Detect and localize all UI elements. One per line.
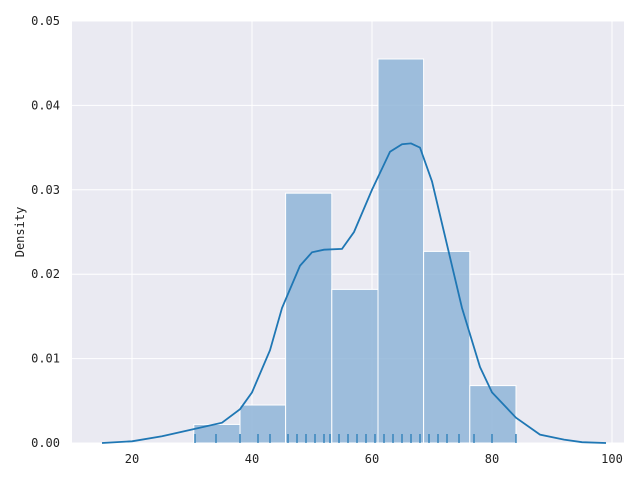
y-tick-label: 0.05 <box>31 14 60 28</box>
histogram-bar <box>239 404 287 444</box>
y-tick-label: 0.01 <box>31 352 60 366</box>
kde-curve <box>101 142 607 444</box>
x-tick-labels: 20 40 60 80 100 <box>125 452 623 466</box>
y-tick-label: 0.02 <box>31 267 60 281</box>
y-tick-label: 0.04 <box>31 98 60 112</box>
rug-marks <box>194 434 517 443</box>
x-tick-label: 100 <box>601 452 623 466</box>
x-tick-label: 20 <box>125 452 139 466</box>
y-axis-label: Density <box>13 207 27 258</box>
histogram-bar <box>377 58 425 444</box>
x-tick-label: 60 <box>365 452 379 466</box>
x-tick-label: 80 <box>485 452 499 466</box>
y-tick-label: 0.00 <box>31 436 60 450</box>
grid-lines <box>72 20 624 444</box>
histogram-bar <box>331 288 379 444</box>
histogram-bar <box>423 250 471 444</box>
x-tick-label: 40 <box>245 452 259 466</box>
histogram-bar <box>285 192 333 444</box>
y-tick-labels: 0.00 0.01 0.02 0.03 0.04 0.05 <box>31 14 60 450</box>
y-tick-label: 0.03 <box>31 183 60 197</box>
histogram-bar <box>469 385 517 444</box>
histogram-bars <box>193 58 517 444</box>
